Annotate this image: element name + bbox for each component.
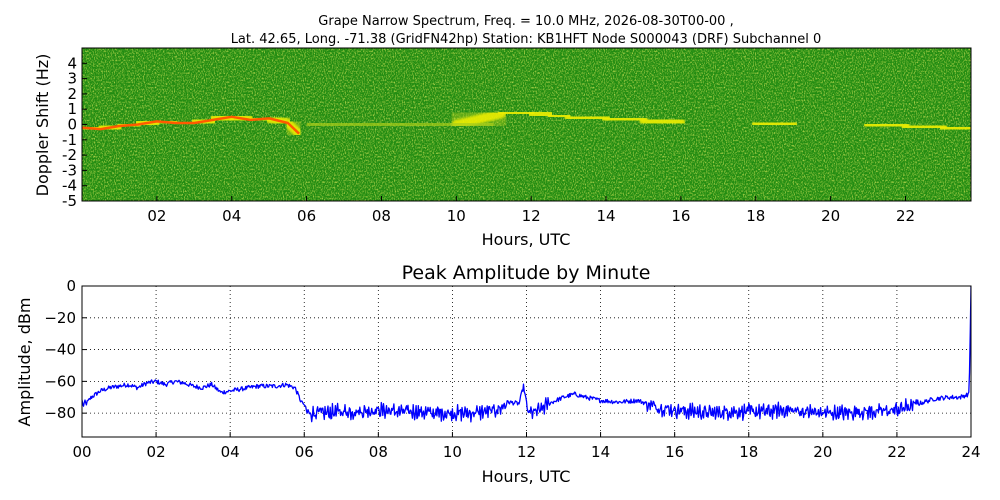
amplitude-chart-title: Peak Amplitude by Minute bbox=[402, 262, 651, 284]
doppler-band-core bbox=[938, 123, 971, 134]
amplitude-x-tick-label: 00 bbox=[72, 443, 91, 461]
spectrum-y-tick-label: 1 bbox=[67, 100, 77, 118]
spectrum-x-ticks: 02 04 06 08 10 12 14 16 18 20 22 bbox=[147, 196, 915, 225]
spectrum-y-tick-label: 4 bbox=[67, 54, 77, 72]
spectrum-x-tick-label: 20 bbox=[821, 207, 840, 225]
amplitude-y-tick-label: −20 bbox=[44, 309, 76, 327]
amplitude-x-tick-label: 18 bbox=[739, 443, 758, 461]
doppler-peak-track bbox=[82, 115, 300, 135]
amplitude-x-tick-label: 20 bbox=[813, 443, 832, 461]
spectrum-y-tick-label: -3 bbox=[62, 161, 77, 179]
amplitude-y-tick-label: −60 bbox=[44, 372, 76, 390]
amplitude-x-tick-label: 04 bbox=[221, 443, 240, 461]
figure-title-line1: Grape Narrow Spectrum, Freq. = 10.0 MHz,… bbox=[318, 14, 733, 29]
amplitude-x-ticks: 00 02 04 06 08 10 12 14 16 18 20 22 24 bbox=[72, 432, 981, 461]
amplitude-y-tick-label: −80 bbox=[44, 404, 76, 422]
amplitude-grid bbox=[82, 286, 971, 437]
amplitude-y-axis-label: Amplitude, dBm bbox=[15, 298, 34, 427]
spectrum-y-tick-label: -4 bbox=[62, 177, 77, 195]
amplitude-series-line bbox=[82, 286, 971, 423]
spectrum-x-tick-label: 04 bbox=[222, 207, 241, 225]
amplitude-x-tick-label: 12 bbox=[517, 443, 536, 461]
spectrum-y-tick-label: -5 bbox=[62, 192, 77, 210]
peak-amplitude-panel: Peak Amplitude by Minute 00 02 04 06 08 10 12 1… bbox=[15, 262, 981, 486]
amplitude-x-tick-label: 16 bbox=[665, 443, 684, 461]
spectrum-x-tick-label: 02 bbox=[147, 207, 166, 225]
spectrum-x-tick-label: 10 bbox=[447, 207, 466, 225]
spectrum-y-tick-label: -2 bbox=[62, 146, 77, 164]
amplitude-x-tick-label: 06 bbox=[295, 443, 314, 461]
amplitude-x-tick-label: 08 bbox=[369, 443, 388, 461]
spectrum-y-tick-label: 3 bbox=[67, 70, 77, 88]
spectrum-x-axis-label: Hours, UTC bbox=[482, 230, 571, 249]
figure-title-line2: Lat. 42.65, Long. -71.38 (GridFN42hp) St… bbox=[231, 32, 822, 47]
spectrum-x-tick-label: 08 bbox=[372, 207, 391, 225]
spectrum-x-tick-label: 14 bbox=[596, 207, 615, 225]
amplitude-y-tick-label: 0 bbox=[66, 277, 76, 295]
amplitude-x-tick-label: 14 bbox=[591, 443, 610, 461]
amplitude-x-tick-label: 22 bbox=[887, 443, 906, 461]
spectrum-y-axis-label: Doppler Shift (Hz) bbox=[33, 54, 52, 197]
spectrum-x-tick-label: 16 bbox=[671, 207, 690, 225]
spectrum-y-tick-label: 0 bbox=[67, 116, 77, 134]
spectrum-x-tick-label: 06 bbox=[297, 207, 316, 225]
amplitude-x-tick-label: 02 bbox=[147, 443, 166, 461]
spectrum-x-tick-label: 18 bbox=[746, 207, 765, 225]
spectrum-y-tick-label: 2 bbox=[67, 85, 77, 103]
spectrum-y-tick-label: -1 bbox=[62, 131, 77, 149]
spectrum-x-tick-label: 22 bbox=[896, 207, 915, 225]
amplitude-y-tick-label: −40 bbox=[44, 341, 76, 359]
doppler-peak-line bbox=[82, 115, 300, 135]
amplitude-x-axis-label: Hours, UTC bbox=[482, 467, 571, 486]
amplitude-x-tick-label: 24 bbox=[961, 443, 980, 461]
spectrum-x-tick-label: 12 bbox=[522, 207, 541, 225]
amplitude-x-tick-label: 10 bbox=[443, 443, 462, 461]
amplitude-y-ticks: 0 −20 −40 −60 −80 bbox=[44, 277, 87, 422]
